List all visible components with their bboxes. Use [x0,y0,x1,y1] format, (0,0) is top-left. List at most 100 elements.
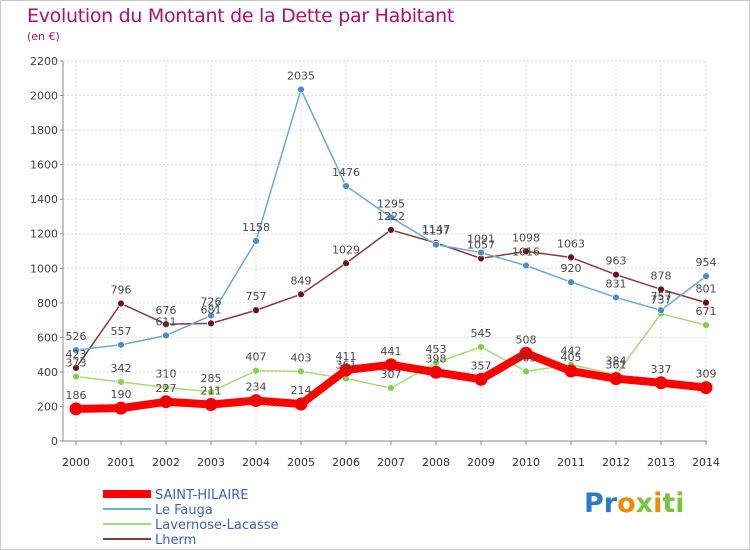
data-label: 801 [696,283,717,296]
data-label: 726 [201,296,222,309]
legend-label: Le Fauga [155,503,213,518]
data-label: 357 [471,359,492,372]
data-point [207,387,215,396]
data-point [522,247,530,256]
data-point [117,378,125,386]
data-point [612,293,620,302]
data-label: 526 [66,330,87,343]
data-label: 309 [696,368,717,381]
x-tick-label: 2009 [467,456,495,469]
data-label: 1057 [467,238,495,251]
data-label: 611 [156,315,177,328]
data-label: 557 [111,325,132,338]
x-tick-label: 2013 [647,456,675,469]
data-point [657,285,665,294]
data-point [72,364,80,372]
data-point [384,358,398,372]
data-label: 796 [111,284,132,297]
data-point [429,365,443,379]
data-point [477,342,485,351]
y-tick-label: 1800 [30,124,58,137]
data-point [654,376,668,390]
data-label: 453 [426,343,447,356]
data-label: 1016 [512,246,540,259]
data-point [699,381,713,395]
data-point [567,253,575,262]
data-point [609,372,623,386]
data-label: 337 [651,363,672,376]
legend-label: Lherm [155,533,196,548]
data-label: 963 [606,255,627,268]
data-point [477,248,485,257]
data-label: 285 [201,372,222,385]
data-label: 361 [336,359,357,372]
y-tick-label: 1600 [30,159,58,172]
data-label: 211 [201,385,222,398]
data-label: 1091 [467,233,495,246]
data-point [522,261,530,270]
data-point [297,367,305,376]
data-label: 398 [426,352,447,365]
data-point [162,320,170,329]
data-point [702,321,710,330]
y-tick-label: 1000 [30,262,58,275]
data-point [297,85,305,94]
data-point [702,272,710,281]
data-label: 1029 [332,243,360,256]
data-point [387,213,395,222]
data-point [297,290,305,299]
x-tick-label: 2005 [287,456,315,469]
data-point [159,395,173,409]
data-label: 384 [606,355,627,368]
data-point [252,366,260,375]
data-label: 441 [381,345,402,358]
data-label: 342 [111,362,132,375]
y-tick-label: 1400 [30,193,58,206]
y-tick-label: 800 [37,297,58,310]
y-tick-label: 0 [51,435,58,448]
y-tick-label: 200 [37,400,58,413]
data-point [342,259,350,268]
data-label: 1063 [557,237,585,250]
y-tick-label: 600 [37,331,58,344]
data-label: 1137 [422,225,450,238]
data-label: 234 [246,381,267,394]
data-point [519,346,533,360]
data-label: 545 [471,327,492,340]
x-tick-label: 2003 [197,456,225,469]
data-point [387,384,395,392]
data-label: 757 [246,290,267,303]
data-label: 186 [66,389,87,402]
y-tick-label: 2200 [30,55,58,68]
data-point [249,394,263,408]
data-label: 411 [336,350,357,363]
data-point [657,306,665,315]
data-point [294,397,308,411]
data-point [207,311,215,320]
data-point [204,398,218,412]
data-point [522,367,530,376]
data-point [342,182,350,190]
data-label: 508 [516,333,537,346]
data-point [432,240,440,249]
data-label: 878 [651,269,672,282]
data-point [72,372,80,381]
data-label: 831 [606,277,627,290]
data-point [702,298,710,307]
data-point [72,346,80,355]
y-tick-label: 1200 [30,228,58,241]
x-tick-label: 2002 [152,456,180,469]
data-point [567,278,575,286]
legend-label: Lavernose-Lacasse [155,518,279,533]
data-point [207,319,215,328]
data-point [162,383,170,392]
data-label: 361 [606,359,627,372]
data-point [162,331,170,340]
data-point [387,226,395,234]
data-label: 676 [156,304,177,317]
data-label: 227 [156,382,177,395]
data-label: 1222 [377,210,405,223]
data-point [69,402,83,416]
